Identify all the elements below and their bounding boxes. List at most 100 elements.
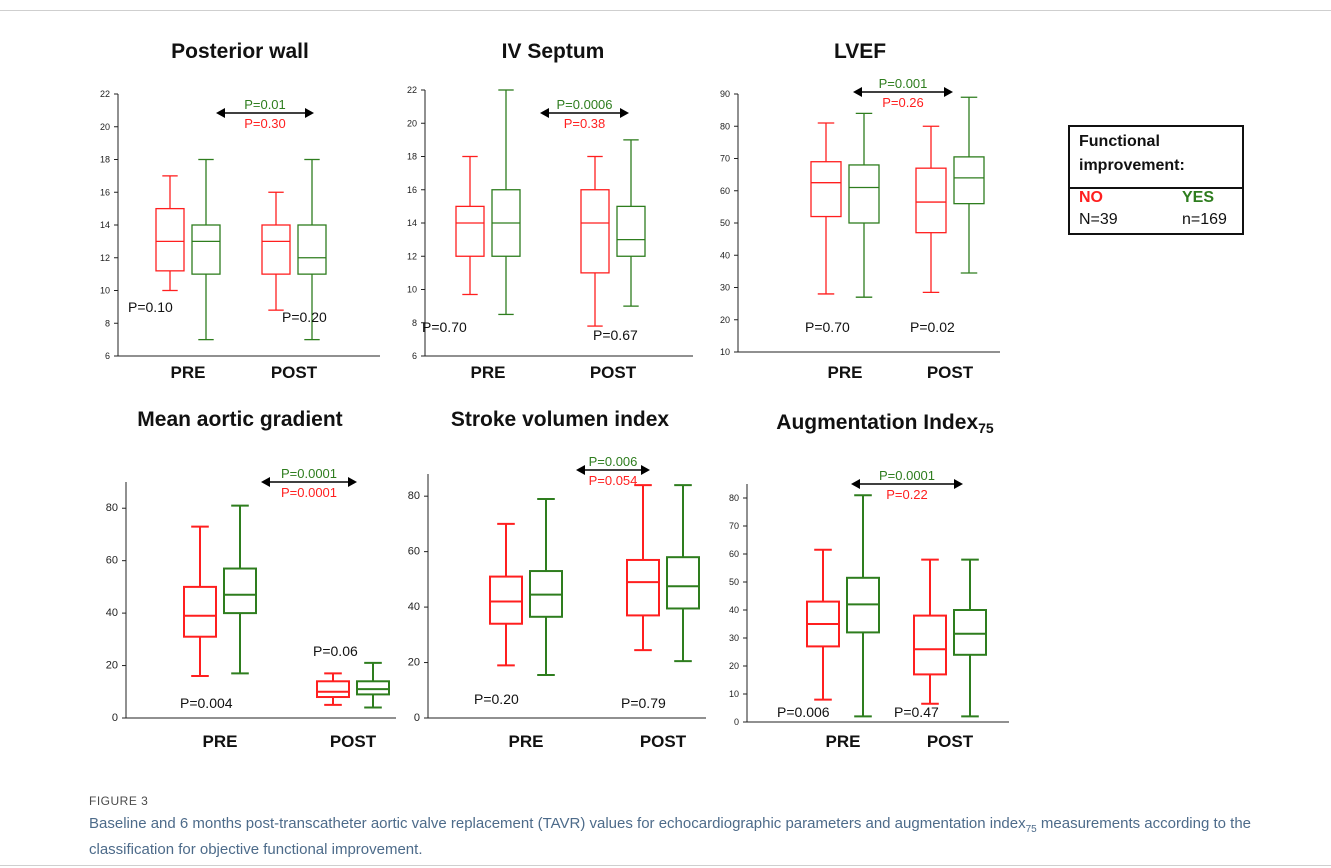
- chart-svg-augmentation-index: 01020304050607080PRE POSTP=0.006 P=0.47P=0…: [725, 408, 1045, 768]
- box-iqr: [916, 168, 946, 233]
- box-yes-post: [617, 140, 645, 306]
- x-category-label: PRE: [826, 732, 861, 751]
- box-iqr: [849, 165, 879, 223]
- chart-panel-stroke-volumen-index: Stroke volumen index 0 20 40 60 80 PRE POST P=0.…: [400, 408, 720, 768]
- y-tick-label: 6: [105, 351, 110, 361]
- box-iqr: [954, 610, 986, 655]
- y-tick-label: 16: [100, 187, 110, 197]
- between-time-p-value-no: P=0.0001: [281, 485, 337, 500]
- box-yes-pre: [530, 499, 562, 675]
- x-category-label: PRE: [828, 363, 863, 382]
- chart-svg-mean-aortic-gradient: 0 20 40 60 80 PRE POST P=0.004 P=0.06 P=0.0001 P=0…: [80, 408, 400, 768]
- between-time-p-value-no: P=0.26: [882, 95, 924, 110]
- legend-no-count: N=39: [1079, 211, 1118, 229]
- y-tick-label: 0: [112, 712, 118, 724]
- box-no-pre: [807, 550, 839, 700]
- y-tick-label: 30: [720, 283, 730, 293]
- arrowhead-left-icon: [540, 108, 549, 118]
- box-no-post: [581, 157, 609, 327]
- y-tick-label: 40: [106, 607, 118, 619]
- y-tick-label: 30: [729, 633, 739, 643]
- box-no-post: [916, 126, 946, 292]
- between-time-p-value-no: P=0.22: [886, 487, 928, 502]
- within-group-p-value: P=0.79: [621, 695, 666, 711]
- box-iqr: [298, 225, 326, 274]
- y-tick-label: 8: [412, 318, 417, 328]
- y-tick-label: 70: [720, 154, 730, 164]
- y-tick-label: 20: [729, 661, 739, 671]
- y-tick-label: 18: [407, 152, 417, 162]
- box-yes-pre: [847, 495, 879, 716]
- box-iqr: [156, 209, 184, 271]
- box-iqr: [456, 206, 484, 256]
- box-iqr: [954, 157, 984, 204]
- box-no-pre: [156, 176, 184, 291]
- x-category-label: PRE: [509, 732, 544, 751]
- between-time-p-value-no: P=0.38: [564, 116, 606, 131]
- box-iqr: [224, 569, 256, 614]
- between-time-p-value-yes: P=0.0006: [556, 97, 612, 112]
- y-tick-label: 10: [100, 286, 110, 296]
- legend-title-line1: Functional: [1079, 133, 1160, 151]
- x-category-label: PRE: [471, 363, 506, 382]
- arrowhead-right-icon: [641, 465, 650, 475]
- box-iqr: [192, 225, 220, 274]
- chart-panel-posterior-wall: Posterior wall 6 8 10 12 14 16 18 20 22 PRE POST P=0…: [80, 40, 400, 390]
- caption-text-sub: 75: [1026, 824, 1037, 835]
- within-group-p-value: P=0.70: [422, 319, 467, 335]
- y-tick-label: 10: [720, 347, 730, 357]
- box-iqr: [914, 616, 946, 675]
- box-iqr: [581, 190, 609, 273]
- figure-caption: Baseline and 6 months post-transcatheter…: [89, 814, 1279, 860]
- box-no-post: [317, 673, 349, 704]
- x-category-label: POST: [640, 732, 687, 751]
- y-tick-label: 80: [408, 490, 420, 502]
- between-time-p-value-yes: P=0.01: [244, 97, 286, 112]
- y-tick-label: 20: [100, 122, 110, 132]
- y-tick-label: 20: [720, 315, 730, 325]
- chart-panel-lvef: LVEF 10 20 30 40 50 60 70 80 90 PRE POST P=0.70 P=0.0…: [700, 40, 1020, 390]
- y-tick-label: 50: [729, 577, 739, 587]
- chart-svg-lvef: 10 20 30 40 50 60 70 80 90 PRE POST P=0.70 P=0.02 P=0…: [700, 40, 1020, 400]
- box-iqr: [262, 225, 290, 274]
- box-no-pre: [456, 157, 484, 295]
- between-time-p-value-no: P=0.054: [589, 473, 638, 488]
- box-no-post: [914, 560, 946, 704]
- y-tick-label: 8: [105, 318, 110, 328]
- chart-svg-stroke-volumen-index: 020406080PRE POSTP=0.20 P=0.79P=0.006P=0.0…: [400, 408, 720, 768]
- box-iqr: [811, 162, 841, 217]
- y-tick-label: 80: [729, 493, 739, 503]
- y-tick-label: 60: [106, 555, 118, 567]
- chart-panel-mean-aortic-gradient: Mean aortic gradient 0 20 40 60 80 PRE POST P=0.…: [80, 408, 400, 768]
- box-yes-pre: [849, 113, 879, 297]
- x-category-label: POST: [927, 363, 974, 382]
- arrowhead-right-icon: [348, 477, 357, 487]
- legend-lower: NO YES N=39 n=169: [1068, 187, 1244, 235]
- box-no-pre: [184, 527, 216, 676]
- within-group-p-value: P=0.70: [805, 319, 850, 335]
- box-iqr: [617, 206, 645, 256]
- arrowhead-right-icon: [944, 87, 953, 97]
- figure-label: FIGURE 3: [89, 794, 148, 808]
- y-tick-label: 18: [100, 155, 110, 165]
- y-tick-label: 12: [100, 253, 110, 263]
- arrowhead-right-icon: [620, 108, 629, 118]
- within-group-p-value: P=0.06: [313, 643, 358, 659]
- bottom-rule: [0, 865, 1331, 866]
- legend-yes-count: n=169: [1182, 211, 1227, 229]
- x-category-label: POST: [927, 732, 974, 751]
- y-tick-label: 60: [408, 546, 420, 558]
- within-group-p-value: P=0.67: [593, 327, 638, 343]
- box-iqr: [357, 681, 389, 694]
- arrowhead-left-icon: [853, 87, 862, 97]
- top-rule: [0, 10, 1331, 11]
- box-iqr: [667, 557, 699, 608]
- box-yes-post: [667, 485, 699, 661]
- arrowhead-left-icon: [576, 465, 585, 475]
- between-time-p-value-no: P=0.30: [244, 116, 286, 131]
- y-tick-label: 12: [407, 251, 417, 261]
- y-tick-label: 14: [407, 218, 417, 228]
- between-time-p-value-yes: P=0.0001: [879, 468, 935, 483]
- y-tick-label: 6: [412, 351, 417, 361]
- box-no-post: [262, 192, 290, 310]
